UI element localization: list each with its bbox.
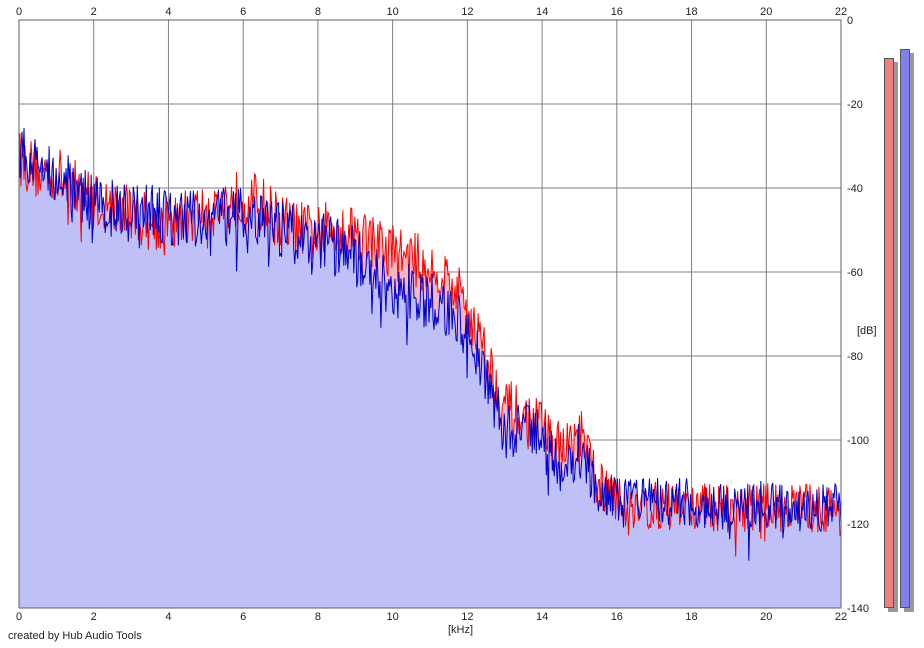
- y-tick-label: -20: [847, 99, 863, 111]
- right-level-meter: [900, 49, 910, 608]
- x-tick-label-top: 0: [16, 6, 22, 18]
- x-tick-label-top: 8: [315, 6, 321, 18]
- right-channel-line: [18, 127, 842, 561]
- x-tick-label-bottom: 2: [91, 611, 97, 623]
- x-tick-label-bottom: 8: [315, 611, 321, 623]
- y-tick-label: -140: [847, 603, 869, 615]
- x-tick-label-bottom: 14: [536, 611, 548, 623]
- x-tick-label-top: 16: [611, 6, 623, 18]
- y-tick-label: -60: [847, 267, 863, 279]
- x-tick-label-bottom: 20: [760, 611, 772, 623]
- right-channel-area: [19, 127, 841, 609]
- x-tick-label-bottom: 10: [387, 611, 399, 623]
- x-axis-label: [kHz]: [448, 624, 474, 636]
- x-tick-label-top: 20: [760, 6, 772, 18]
- plot-frame: [18, 19, 842, 609]
- x-tick-label-bottom: 6: [240, 611, 246, 623]
- y-tick-label: -40: [847, 183, 863, 195]
- y-axis-label: [dB]: [857, 325, 877, 337]
- y-tick-labels: 0 -20 -40 -60 -80 -100 -120 -140: [847, 15, 869, 615]
- y-tick-label: -120: [847, 519, 869, 531]
- x-tick-label-bottom: 4: [165, 611, 171, 623]
- x-tick-label-bottom: 16: [611, 611, 623, 623]
- x-tick-label-top: 22: [835, 6, 847, 18]
- y-tick-label: -80: [847, 351, 863, 363]
- credit-text: created by Hub Audio Tools: [8, 630, 142, 642]
- x-tick-label-top: 10: [387, 6, 399, 18]
- y-tick-label: 0: [847, 15, 853, 27]
- x-tick-labels-bottom: 0 2 4 6 8 10 12 14 16 18 20 22: [16, 611, 847, 623]
- x-tick-label-top: 18: [685, 6, 697, 18]
- x-tick-label-top: 14: [536, 6, 548, 18]
- x-tick-label-bottom: 18: [685, 611, 697, 623]
- x-tick-label-bottom: 22: [835, 611, 847, 623]
- x-tick-label-bottom: 12: [461, 611, 473, 623]
- left-level-meter: [884, 57, 894, 608]
- x-tick-label-top: 6: [240, 6, 246, 18]
- x-tick-label-top: 12: [461, 6, 473, 18]
- x-tick-label-top: 2: [91, 6, 97, 18]
- y-tick-label: -100: [847, 435, 869, 447]
- x-tick-labels-top: 0 2 4 6 8 10 12 14 16 18 20 22: [16, 6, 847, 18]
- x-tick-label-top: 4: [165, 6, 171, 18]
- x-tick-label-bottom: 0: [16, 611, 22, 623]
